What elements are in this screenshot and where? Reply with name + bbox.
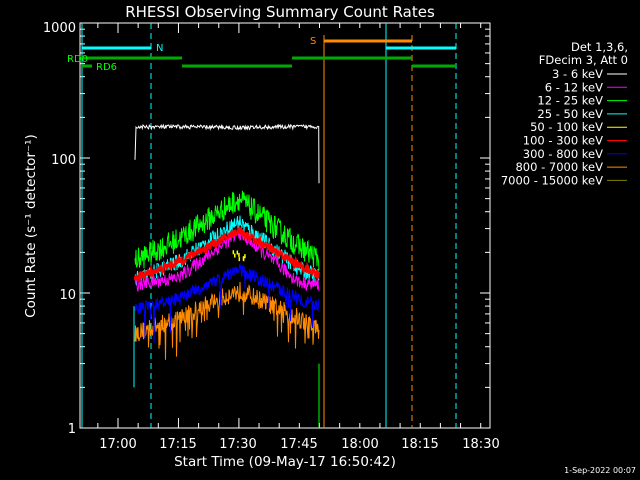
legend-label: 6 - 12 keV	[545, 80, 603, 94]
series-line-800-7000keV	[134, 281, 320, 360]
x-tick-label: 18:00	[341, 437, 378, 452]
legend-header-line: FDecim 3, Att 0	[539, 53, 628, 67]
legend-label: 7000 - 15000 keV	[501, 173, 603, 187]
series-point	[242, 256, 245, 261]
x-tick-label: 18:15	[401, 437, 438, 452]
legend-label: 800 - 7000 keV	[515, 160, 603, 174]
chart-title: RHESSI Observing Summary Count Rates	[125, 3, 435, 21]
series-point	[232, 250, 235, 255]
y-tick-label: 100	[51, 153, 76, 168]
x-tick-label: 18:30	[462, 437, 499, 452]
flag-label-rd0: RD0	[67, 54, 88, 65]
series-line-3-6keV	[134, 123, 320, 184]
event-lines	[81, 23, 457, 428]
legend-label: 100 - 300 keV	[523, 134, 603, 148]
y-axis-label: Count Rate (s⁻¹ detector⁻¹)	[23, 134, 39, 318]
legend-label: 300 - 800 keV	[523, 147, 603, 161]
legend-label: 12 - 25 keV	[537, 94, 603, 108]
series-point	[236, 250, 239, 255]
legend-label: 3 - 6 keV	[552, 67, 603, 81]
legend-label: 25 - 50 keV	[537, 107, 603, 121]
timestamp: 1-Sep-2022 00:07	[564, 466, 636, 475]
series-point	[234, 253, 236, 258]
flag-bars	[82, 39, 456, 68]
y-tick-label: 10	[59, 288, 76, 303]
series-point	[238, 252, 240, 257]
x-tick-label: 17:15	[159, 437, 196, 452]
plot-frame	[79, 22, 491, 429]
flag-label-s: S	[310, 36, 316, 47]
y-tick-label: 1000	[43, 21, 76, 36]
x-axis-label: Start Time (09-May-17 16:50:42)	[174, 454, 396, 470]
series-line-300-800keV	[134, 263, 320, 343]
x-tick-label: 17:30	[219, 437, 256, 452]
flag-label-n: N	[156, 43, 163, 54]
series-point	[244, 254, 246, 259]
series-group	[133, 123, 321, 428]
legend-header-line: Det 1,3,6,	[571, 40, 628, 54]
series-line-12-25keV	[134, 190, 320, 271]
flag-label-rd6: RD6	[96, 62, 117, 73]
series-point	[238, 257, 241, 262]
series-line-100-300keV	[133, 224, 321, 282]
x-tick-label: 17:45	[280, 437, 317, 452]
y-tick-label: 1	[68, 422, 76, 437]
x-tick-label: 17:00	[99, 437, 136, 452]
legend-label: 50 - 100 keV	[530, 120, 603, 134]
axis-ticks	[80, 22, 490, 429]
